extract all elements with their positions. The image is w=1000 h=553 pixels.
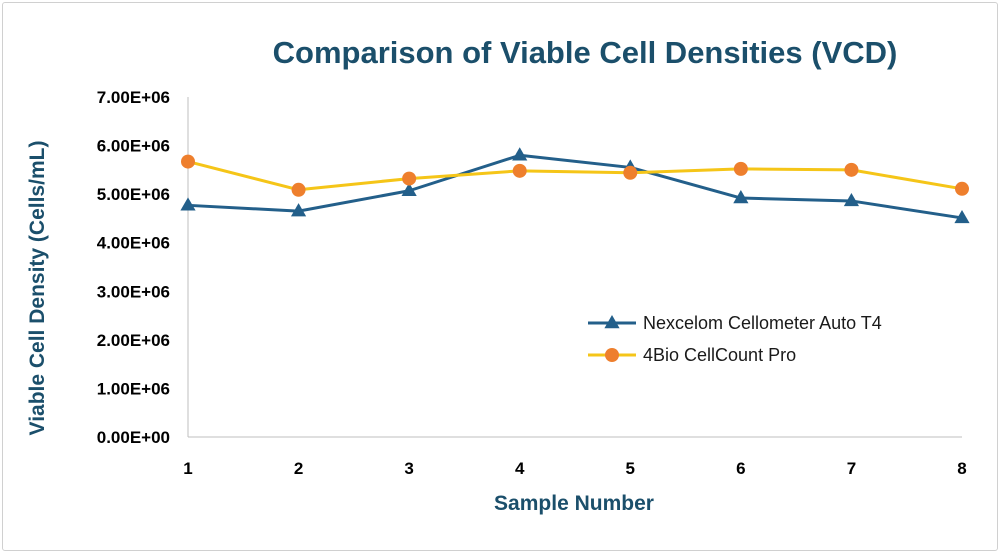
legend-marker-triangle: [604, 315, 620, 329]
x-axis-label: Sample Number: [494, 492, 654, 515]
data-point-triangle: [733, 190, 749, 204]
x-tick-label: 8: [957, 459, 966, 478]
legend-item: 4Bio CellCount Pro: [588, 345, 796, 365]
y-tick-labels: 0.00E+00 1.00E+06 2.00E+06 3.00E+06 4.00E+06…: [97, 88, 170, 447]
data-point-triangle: [401, 182, 417, 196]
x-tick-label: 5: [626, 459, 635, 478]
data-point-triangle: [180, 197, 196, 211]
series-1: [180, 147, 970, 224]
data-point-circle: [955, 181, 969, 196]
x-tick-label: 4: [515, 459, 525, 478]
x-tick-label: 1: [183, 459, 192, 478]
x-tick-label: 7: [847, 459, 856, 478]
x-tick-label: 3: [404, 459, 413, 478]
legend-label: Nexcelom Cellometer Auto T4: [643, 313, 882, 333]
series-line: [186, 160, 964, 192]
series-2: [181, 154, 969, 197]
legend: Nexcelom Cellometer Auto T4 4Bio CellCoun…: [588, 313, 882, 365]
x-tick-labels: 1 2 3 4 5 6 7 8: [183, 459, 966, 478]
y-tick-label: 6.00E+06: [97, 137, 170, 156]
series-layer: [180, 147, 970, 224]
data-point-circle: [623, 165, 638, 180]
data-point-triangle: [290, 203, 307, 217]
chart-title: Comparison of Viable Cell Densities (VCD…: [273, 35, 898, 70]
data-point-circle: [844, 162, 859, 177]
data-point-circle: [181, 154, 195, 169]
data-point-circle: [291, 182, 306, 197]
legend-label: 4Bio CellCount Pro: [643, 345, 796, 365]
legend-item: Nexcelom Cellometer Auto T4: [588, 313, 882, 333]
y-tick-label: 5.00E+06: [97, 185, 170, 204]
y-tick-label: 0.00E+00: [97, 428, 170, 447]
data-point-triangle: [843, 192, 860, 207]
y-tick-label: 7.00E+06: [97, 88, 170, 107]
data-point-circle: [402, 171, 417, 186]
y-tick-label: 2.00E+06: [97, 331, 170, 350]
x-tick-label: 6: [736, 459, 745, 478]
y-axis-label: Viable Cell Density (Cells/mL): [26, 141, 49, 436]
x-tick-label: 2: [294, 459, 303, 478]
y-tick-label: 1.00E+06: [97, 379, 170, 398]
data-point-triangle: [512, 147, 528, 161]
legend-marker-circle: [605, 348, 619, 362]
data-point-circle: [512, 163, 527, 178]
data-point-triangle: [954, 209, 970, 224]
data-point-circle: [733, 161, 748, 176]
y-tick-label: 3.00E+06: [97, 282, 170, 301]
series-line: [186, 153, 964, 220]
y-tick-label: 4.00E+06: [97, 234, 170, 253]
